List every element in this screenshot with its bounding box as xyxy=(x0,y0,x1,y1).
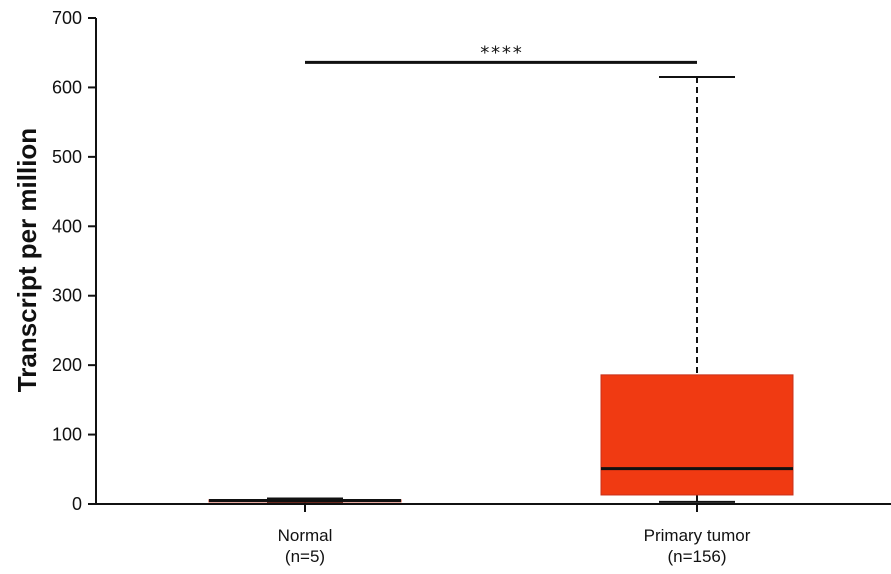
y-tick-label: 200 xyxy=(52,355,82,375)
y-tick-label: 100 xyxy=(52,425,82,445)
y-tick-label: 300 xyxy=(52,286,82,306)
axes: 0 100 200 300 400 500 600 700 Normal (n=5) Primary… xyxy=(52,8,891,566)
y-axis-label: Transcript per million xyxy=(12,128,42,392)
y-tick-label: 400 xyxy=(52,216,82,236)
y-tick-label: 600 xyxy=(52,77,82,97)
box-primary-tumor xyxy=(600,76,794,503)
x-category-count: (n=156) xyxy=(667,547,726,566)
box-normal xyxy=(208,497,402,505)
x-category-count: (n=5) xyxy=(285,547,325,566)
y-tick-label: 700 xyxy=(52,8,82,28)
significance-label: **** xyxy=(479,42,522,63)
x-category-label: Normal xyxy=(278,526,333,545)
significance-annotation: **** xyxy=(305,42,697,64)
x-category-label: Primary tumor xyxy=(644,526,751,545)
y-tick-label: 0 xyxy=(72,494,82,514)
iqr-box xyxy=(600,374,794,496)
y-tick-label: 500 xyxy=(52,147,82,167)
box-group xyxy=(208,76,794,505)
